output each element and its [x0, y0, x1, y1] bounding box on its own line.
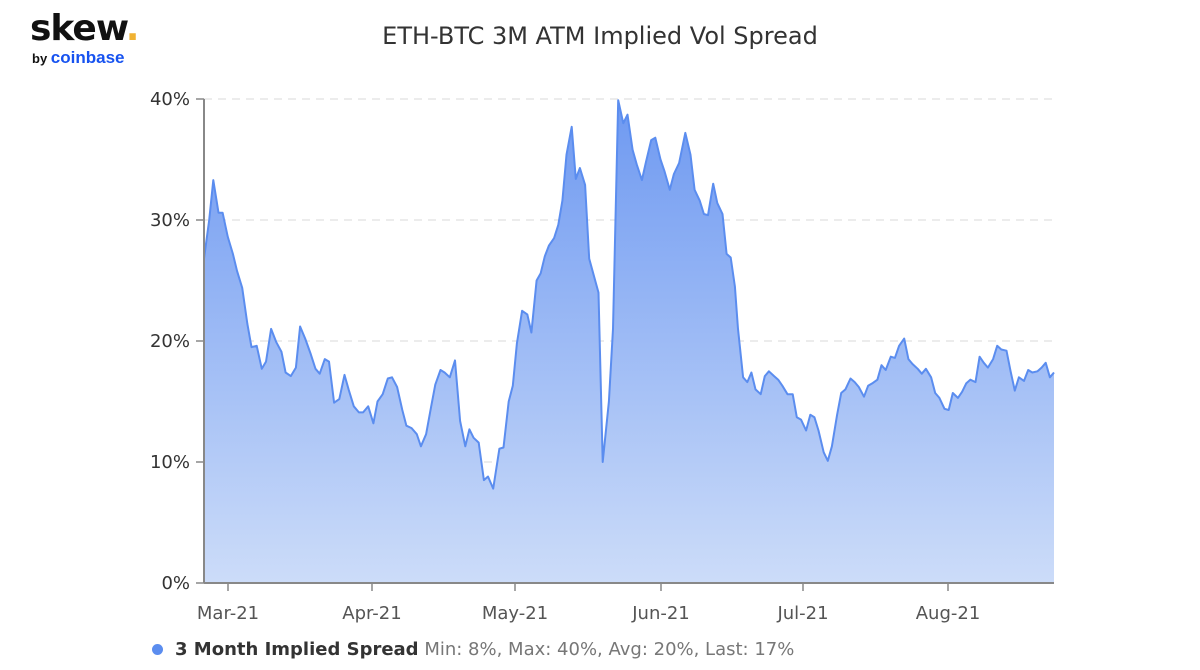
series-line[interactable] — [203, 99, 1055, 490]
x-tick-label: Mar-21 — [197, 603, 259, 624]
logo-dot: . — [125, 8, 140, 49]
axes: 0% 10% 20% 30% 40% Mar-21 Apr-21 May-21 Jun-21 Ju… — [150, 89, 1054, 624]
y-tick-label: 20% — [150, 331, 190, 352]
y-tick-label: 30% — [150, 210, 190, 231]
skew-logo: skew. by coinbase — [30, 8, 140, 68]
x-tick-label: May-21 — [482, 603, 548, 624]
logo-byline: by coinbase — [32, 48, 125, 67]
coinbase-wordmark: coinbase — [50, 48, 125, 67]
x-tick-label: Jul-21 — [776, 603, 828, 624]
series-area — [204, 100, 1054, 583]
legend-series-name: 3 Month Implied Spread — [175, 639, 419, 660]
y-tick-label: 10% — [150, 452, 190, 473]
x-tick-label: Jun-21 — [631, 603, 690, 624]
legend-marker-icon — [152, 643, 163, 655]
legend[interactable]: 3 Month Implied Spread Min: 8%, Max: 40%… — [152, 639, 794, 660]
chart-title: ETH-BTC 3M ATM Implied Vol Spread — [382, 22, 818, 50]
x-tick-label: Apr-21 — [342, 603, 401, 624]
logo-wordmark: skew. — [30, 8, 140, 49]
x-tick-label: Aug-21 — [916, 603, 981, 624]
y-tick-label: 40% — [150, 89, 190, 110]
y-tick-label: 0% — [161, 573, 190, 594]
legend-stats: Min: 8%, Max: 40%, Avg: 20%, Last: 17% — [424, 639, 795, 660]
